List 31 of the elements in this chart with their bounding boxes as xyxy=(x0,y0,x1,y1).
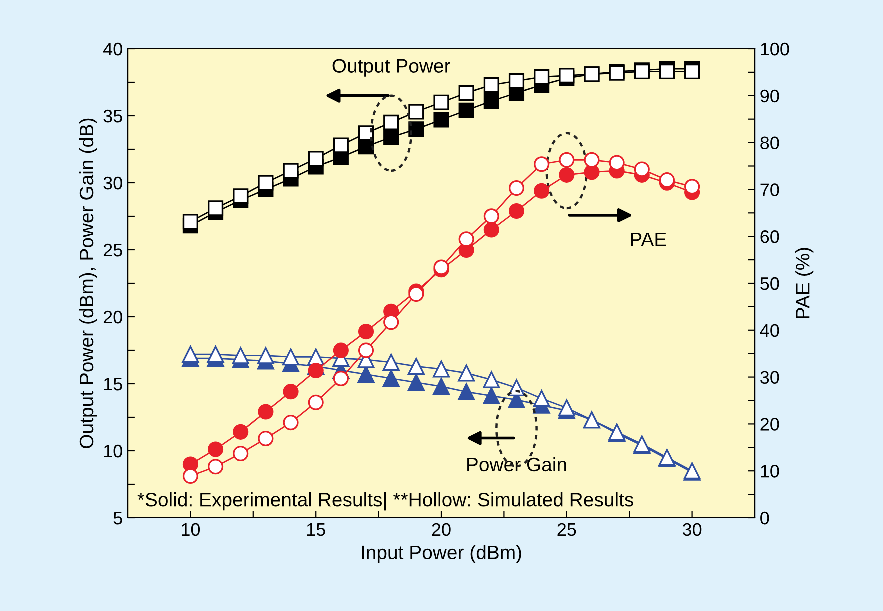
x-tick-label: 15 xyxy=(307,524,326,536)
y-tick-label: 15 xyxy=(104,378,122,391)
x-tick-label: 30 xyxy=(682,523,702,536)
annotation: Output Power xyxy=(332,59,450,77)
y-tick-label: 35 xyxy=(104,110,122,123)
x-tick-label: 10 xyxy=(182,523,200,536)
y2-tick-label: 90 xyxy=(760,90,780,103)
y2-tick-label: 70 xyxy=(760,184,780,196)
y2-tick-label: 10 xyxy=(761,465,780,478)
x-axis-title: Input Power (dBm) xyxy=(362,545,522,564)
y2-tick-label: 60 xyxy=(760,230,780,244)
y-tick-label: 5 xyxy=(114,512,122,525)
y2-tick-label: 30 xyxy=(760,371,780,384)
y-tick-label: 10 xyxy=(104,444,122,458)
y-tick-label: 40 xyxy=(103,42,122,56)
y-axis-title: Output Power (dBm), Power Gain (dB) xyxy=(79,118,98,448)
annotation: PAE xyxy=(631,232,666,246)
y-tick-label: 20 xyxy=(104,310,122,324)
x-tick-label: 25 xyxy=(558,523,576,536)
y2-tick-label: 50 xyxy=(760,277,780,290)
y-tick-label: 30 xyxy=(104,176,122,190)
y2-tick-label: 40 xyxy=(760,324,780,338)
y2-tick-label: 100 xyxy=(761,42,790,56)
y-tick-label: 25 xyxy=(104,244,122,257)
y2-axis-title: PAE (%) xyxy=(796,248,814,318)
annotation: Power Gain xyxy=(468,457,566,472)
y2-tick-label: 80 xyxy=(760,136,780,150)
x-tick-label: 20 xyxy=(432,523,451,536)
y2-tick-label: 0 xyxy=(760,512,770,525)
y2-tick-label: 20 xyxy=(760,418,780,431)
annotation: *Solid: Experimental Results| **Hollow: Simulated Results xyxy=(138,492,634,511)
